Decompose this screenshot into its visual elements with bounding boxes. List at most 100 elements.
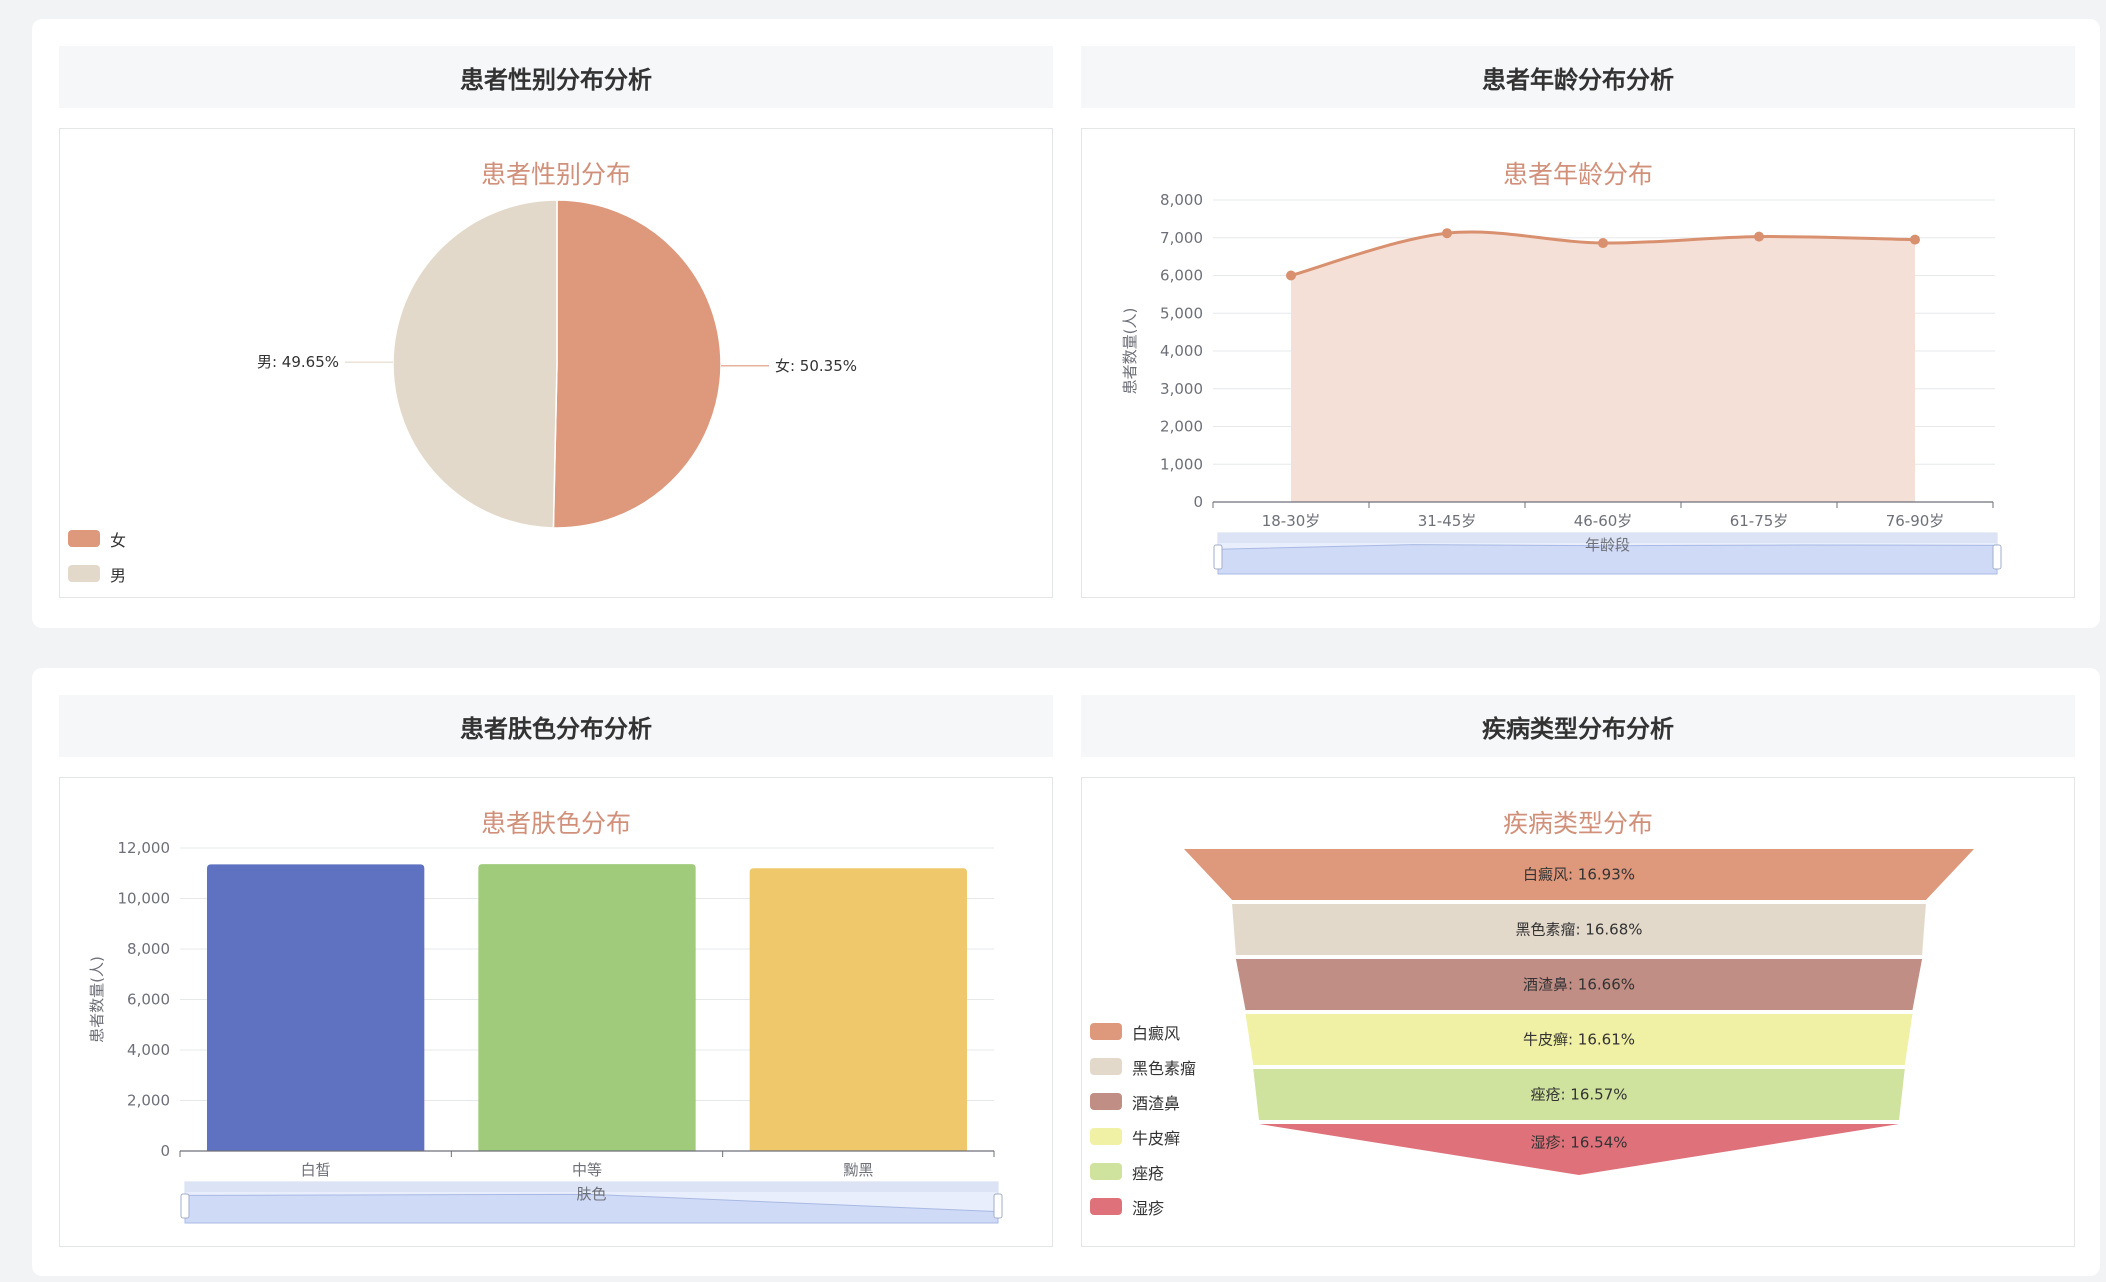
- gender-pie-svg: 女: 50.35% 男: 49.65%: [257, 199, 857, 529]
- chart-title: 患者性别分布: [480, 160, 631, 189]
- legend-item[interactable]: 牛皮癣: [1090, 1119, 1196, 1154]
- y-tick-label: 0: [160, 1142, 170, 1160]
- disease-section-title: 疾病类型分布分析: [1482, 714, 1674, 743]
- skin-bar-svg: 0 2,000 4,000 6,000 8,000 10,000 12,000 患者数量(人)…: [88, 839, 1003, 1224]
- y-axis-label: 患者数量(人): [88, 956, 106, 1043]
- funnel-label: 牛皮癣: 16.61%: [1523, 1031, 1635, 1049]
- zoom-slider-bar: [185, 1182, 998, 1192]
- x-axis-label: 年龄段: [1585, 536, 1630, 554]
- legend-swatch: [68, 565, 100, 582]
- funnel-label: 湿疹: 16.54%: [1530, 1134, 1627, 1152]
- y-tick-label: 8,000: [1160, 191, 1203, 209]
- y-tick-label: 4,000: [1160, 342, 1203, 360]
- disease-legend: 白癜风 黑色素瘤 酒渣鼻 牛皮癣 痤疮 湿疹: [1090, 1014, 1196, 1224]
- skin-section-title: 患者肤色分布分析: [460, 714, 652, 743]
- x-tick-label: 31-45岁: [1418, 512, 1477, 530]
- disease-funnel-svg: 白癜风: 16.93% 黑色素瘤: 16.68% 酒渣鼻: 16.66% 牛皮癣: 1…: [1184, 849, 1974, 1175]
- y-tick-label: 10,000: [118, 890, 171, 908]
- legend-label: 黑色素瘤: [1132, 1058, 1197, 1078]
- y-tick-label: 6,000: [1160, 267, 1203, 285]
- legend-swatch: [1090, 1198, 1122, 1215]
- y-tick-label: 5,000: [1160, 304, 1203, 322]
- legend-swatch: [1090, 1023, 1122, 1040]
- y-axis-label: 患者数量(人): [1121, 308, 1139, 395]
- age-area-svg: 0 1,000 2,000 3,000 4,000 5,000 6,000 7,000 8,00…: [1121, 191, 2002, 575]
- zoom-handle-right: [993, 1193, 1003, 1219]
- y-tick-label: 0: [1193, 493, 1203, 511]
- y-tick-label: 3,000: [1160, 380, 1203, 398]
- legend-label: 酒渣鼻: [1132, 1093, 1181, 1113]
- pie-data-label: 女: 50.35%: [775, 357, 857, 375]
- top-panel: 患者性别分布分析 患者年龄分布分析 患者性别分布 女: 50.35% 男: 49.…: [32, 19, 2100, 628]
- legend-item[interactable]: 黑色素瘤: [1090, 1049, 1196, 1084]
- age-chart: 患者年龄分布 0 1,000 2,000 3,000 4,000 5,000 6,000 7,…: [1081, 128, 2075, 598]
- area-fill: [1291, 232, 1915, 502]
- pie-data-label: 男: 49.65%: [257, 353, 339, 371]
- chart-title: 疾病类型分布: [1502, 809, 1653, 838]
- age-section-title: 患者年龄分布分析: [1482, 65, 1674, 94]
- legend-label: 女: [110, 530, 127, 550]
- legend-item[interactable]: 白癜风: [1090, 1014, 1196, 1049]
- y-tick-label: 6,000: [127, 991, 170, 1009]
- x-tick-label: 中等: [572, 1161, 602, 1179]
- funnel-segment: [1232, 904, 1926, 955]
- y-tick-label: 4,000: [127, 1041, 170, 1059]
- chart-title: 患者肤色分布: [480, 809, 631, 838]
- legend-label: 白癜风: [1132, 1023, 1181, 1043]
- y-tick-label: 8,000: [127, 940, 170, 958]
- funnel-segment: [1245, 1014, 1913, 1065]
- legend-swatch: [1090, 1163, 1122, 1180]
- data-point: [1910, 234, 1920, 245]
- x-axis-label: 肤色: [576, 1185, 606, 1203]
- zoom-handle-left: [180, 1193, 190, 1219]
- funnel-label: 白癜风: 16.93%: [1523, 866, 1635, 884]
- zoom-slider-preview: [1217, 544, 1998, 575]
- skin-chart: 患者肤色分布 0 2,000 4,000 6,000 8,000 10,000 12,000…: [59, 777, 1053, 1247]
- gender-section-header: 患者性别分布分析: [59, 46, 1053, 108]
- data-point: [1442, 228, 1452, 239]
- pie-slice: [552, 199, 722, 529]
- gender-chart: 患者性别分布 女: 50.35% 男: 49.65% 女 男: [59, 128, 1053, 598]
- funnel-label: 黑色素瘤: 16.68%: [1515, 921, 1642, 939]
- legend-label: 牛皮癣: [1132, 1128, 1181, 1148]
- legend-item[interactable]: 酒渣鼻: [1090, 1084, 1196, 1119]
- skin-section-header: 患者肤色分布分析: [59, 695, 1053, 757]
- data-point: [1598, 238, 1608, 249]
- funnel-label: 酒渣鼻: 16.66%: [1523, 976, 1635, 994]
- y-tick-label: 2,000: [127, 1092, 170, 1110]
- data-point: [1754, 231, 1764, 242]
- bar: [478, 864, 696, 1151]
- legend-swatch: [68, 530, 100, 547]
- bottom-panel: 患者肤色分布分析 疾病类型分布分析 患者肤色分布 0 2,000 4,000 6,00…: [32, 668, 2100, 1276]
- funnel-segment: [1184, 849, 1974, 900]
- x-tick-label: 黝黑: [843, 1161, 873, 1179]
- legend-label: 男: [110, 565, 127, 585]
- legend-item-female[interactable]: 女: [68, 521, 126, 556]
- funnel-segment: [1253, 1069, 1905, 1120]
- gender-legend: 女 男: [68, 521, 126, 591]
- zoom-handle-left: [1213, 544, 1223, 570]
- legend-swatch: [1090, 1058, 1122, 1075]
- y-tick-label: 7,000: [1160, 229, 1203, 247]
- zoom-slider-bar: [1218, 533, 1997, 543]
- zoom-handle-right: [1992, 544, 2002, 570]
- legend-label: 湿疹: [1132, 1198, 1165, 1218]
- data-point: [1286, 270, 1296, 281]
- legend-label: 痤疮: [1132, 1163, 1165, 1183]
- x-tick-label: 18-30岁: [1262, 512, 1321, 530]
- gender-section-title: 患者性别分布分析: [460, 65, 652, 94]
- legend-swatch: [1090, 1128, 1122, 1145]
- x-tick-label: 白皙: [301, 1161, 331, 1179]
- legend-item[interactable]: 痤疮: [1090, 1154, 1196, 1189]
- funnel-segment: [1259, 1124, 1899, 1175]
- legend-item[interactable]: 湿疹: [1090, 1189, 1196, 1224]
- x-tick-label: 61-75岁: [1730, 512, 1789, 530]
- chart-title: 患者年龄分布: [1502, 160, 1653, 189]
- bar: [749, 868, 967, 1151]
- legend-item-male[interactable]: 男: [68, 556, 126, 591]
- funnel-segment: [1235, 959, 1923, 1010]
- y-tick-label: 2,000: [1160, 418, 1203, 436]
- disease-section-header: 疾病类型分布分析: [1081, 695, 2075, 757]
- legend-swatch: [1090, 1093, 1122, 1110]
- bar: [207, 864, 425, 1151]
